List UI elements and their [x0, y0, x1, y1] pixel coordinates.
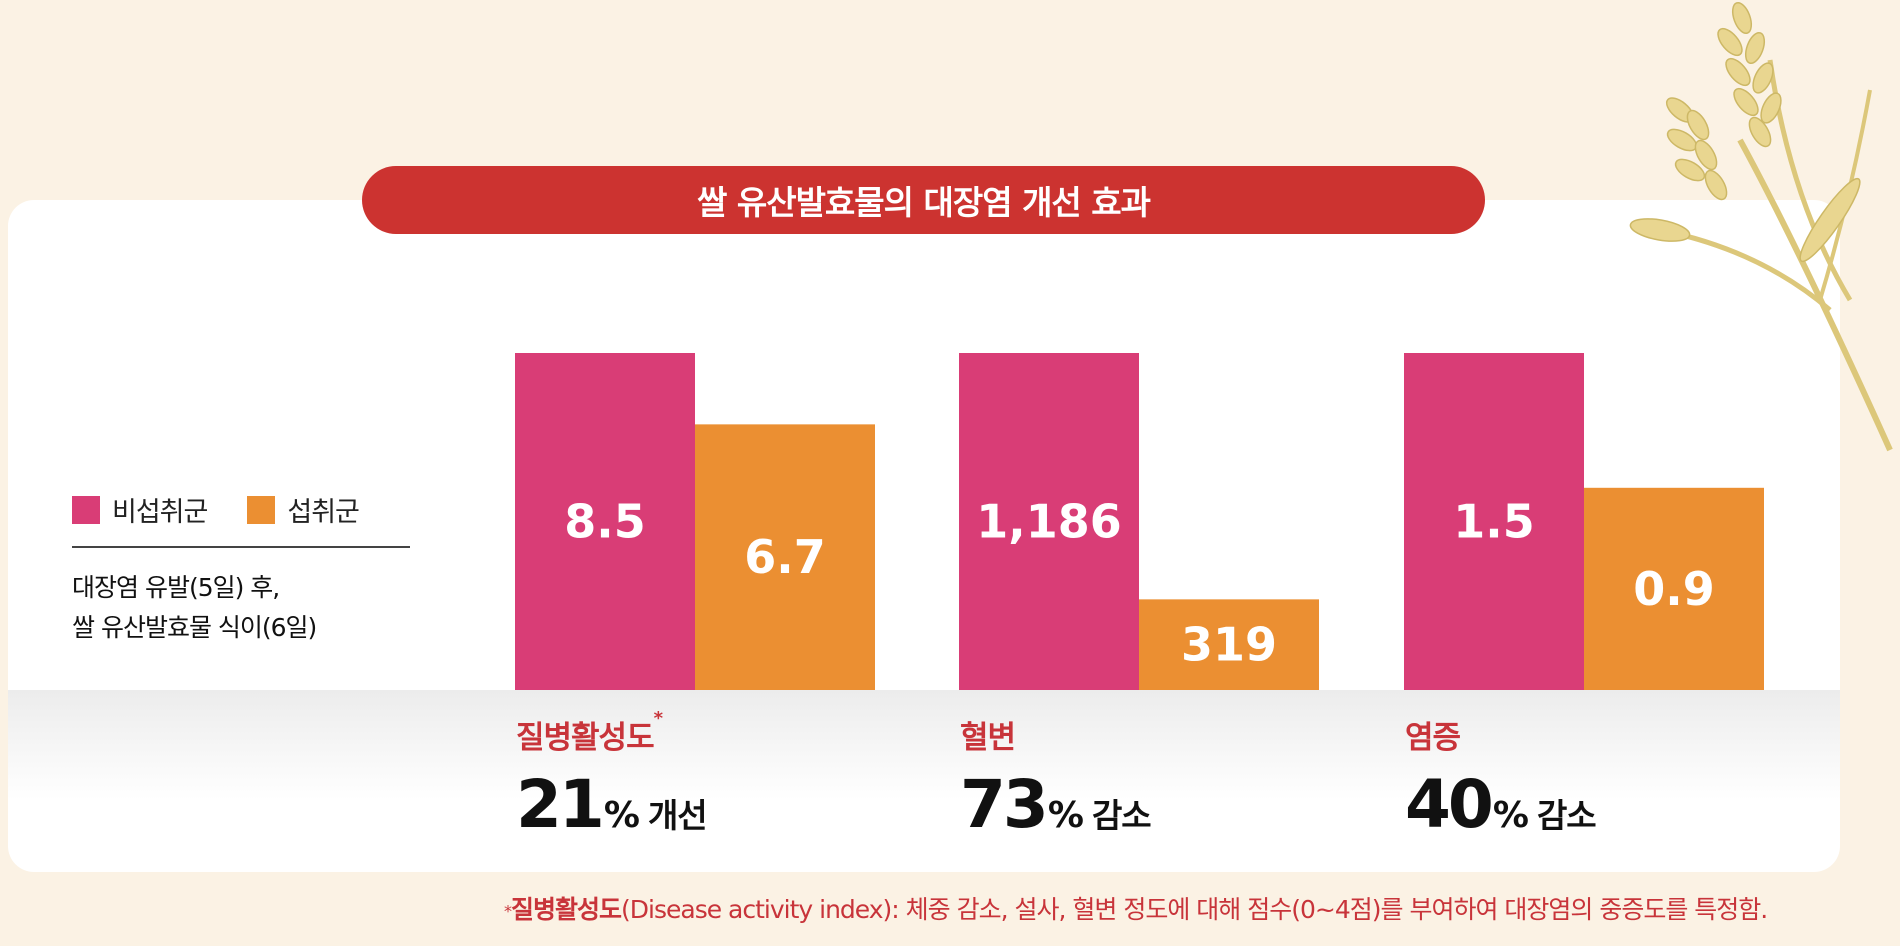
- bar-bloody-stool-intake: [1139, 599, 1319, 690]
- metric-value-inflammation: 40% 감소: [1405, 766, 1597, 843]
- metric-label-bloody-stool: 혈변: [960, 720, 1016, 756]
- legend-label-intake: 섭취군: [287, 497, 360, 528]
- bar-disease-activity-non-intake: [515, 353, 695, 690]
- bar-label-bloody-stool-intake: 319: [1181, 618, 1277, 672]
- metric-value-bloody-stool: 73% 감소: [960, 766, 1152, 843]
- bar-label-disease-activity-non-intake: 8.5: [564, 495, 646, 549]
- legend: 비섭취군 섭취군: [72, 490, 399, 529]
- legend-swatch-non-intake: [72, 495, 100, 524]
- bar-label-inflammation-non-intake: 1.5: [1453, 495, 1535, 549]
- legend-swatch-intake: [247, 495, 276, 524]
- bar-disease-activity-intake: [695, 424, 875, 690]
- chart-floor: [8, 690, 1840, 800]
- bar-inflammation-non-intake: [1404, 353, 1584, 690]
- metric-label-inflammation: 염증: [1405, 720, 1461, 756]
- chart-title: 쌀 유산발효물의 대장염 개선 효과: [362, 166, 1485, 234]
- note-line-1: 대장염 유발(5일) 후,: [72, 573, 280, 602]
- legend-divider: [72, 546, 410, 548]
- bar-bloody-stool-non-intake: [959, 353, 1139, 690]
- metric-label-disease-activity: 질병활성도*: [516, 708, 663, 756]
- legend-label-non-intake: 비섭취군: [112, 497, 208, 528]
- bar-label-inflammation-intake: 0.9: [1633, 562, 1715, 616]
- experiment-note: 대장염 유발(5일) 후, 쌀 유산발효물 식이(6일): [72, 568, 317, 648]
- footnote: *질병활성도(Disease activity index): 체중 감소, 설…: [504, 895, 1768, 924]
- bar-label-disease-activity-intake: 6.7: [744, 530, 826, 584]
- note-line-2: 쌀 유산발효물 식이(6일): [72, 613, 317, 642]
- metric-value-disease-activity: 21% 개선: [516, 766, 708, 843]
- bar-label-bloody-stool-non-intake: 1,186: [976, 495, 1122, 549]
- rice-stalk-decoration: [1629, 1, 1893, 452]
- bar-inflammation-intake: [1584, 487, 1764, 690]
